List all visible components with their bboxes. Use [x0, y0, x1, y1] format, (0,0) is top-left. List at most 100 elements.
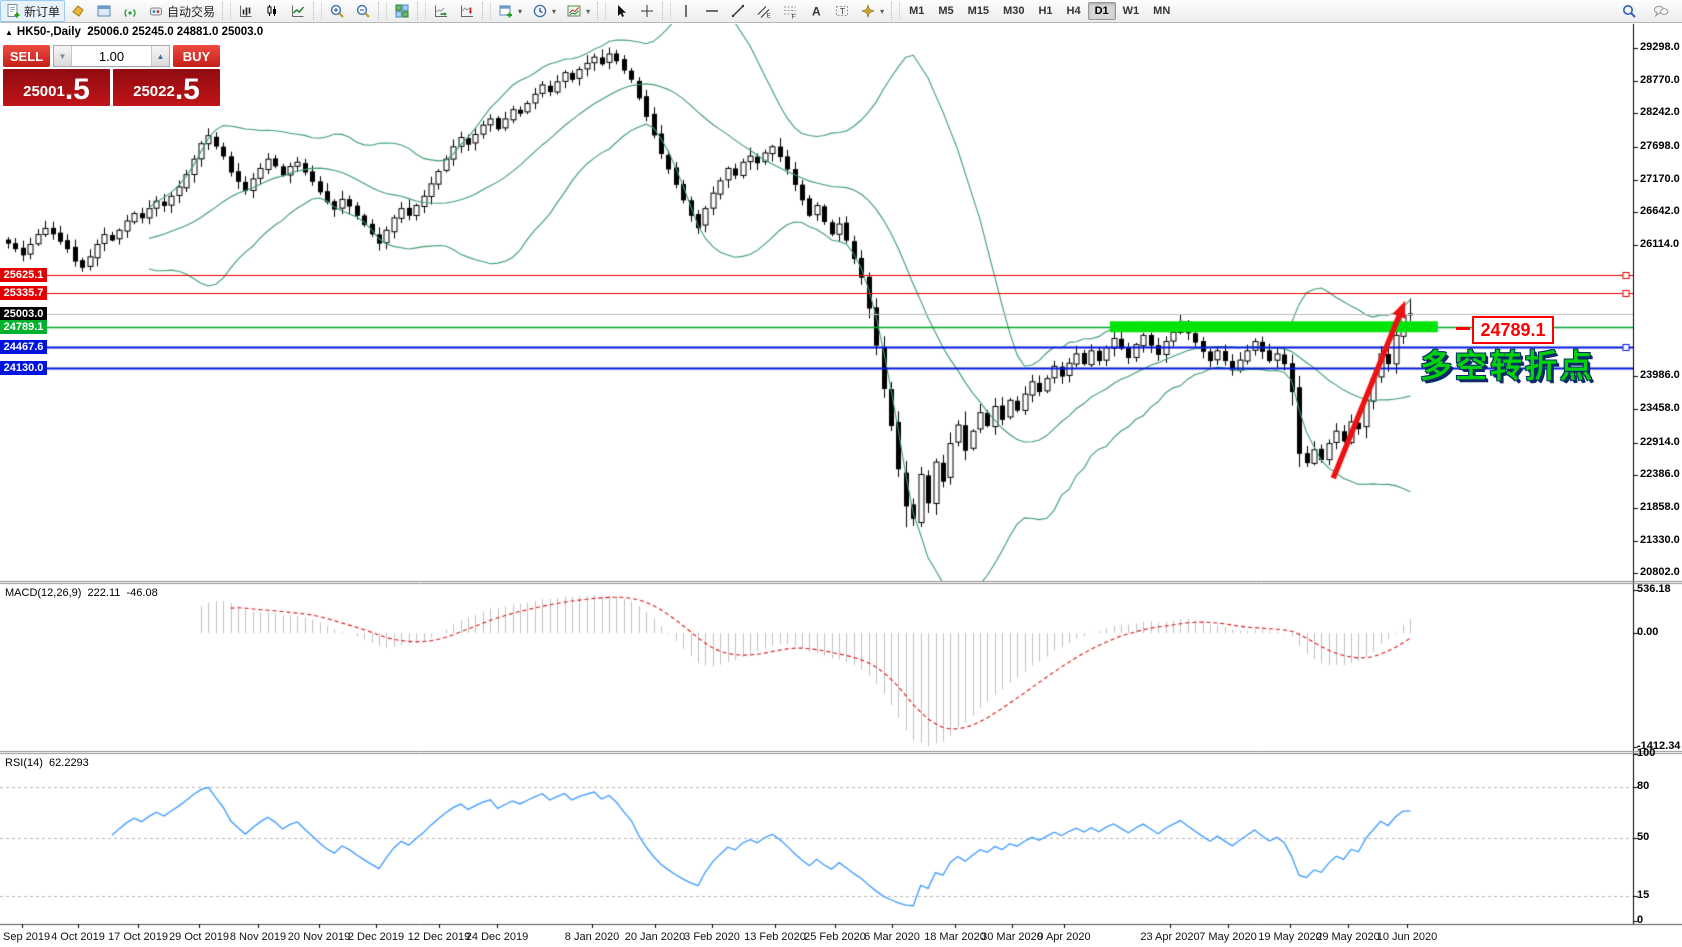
new-order-button[interactable]: 新订单 [0, 0, 66, 22]
sell-button[interactable]: SELL [3, 45, 50, 67]
time-axis-label: 29 May 2020 [1316, 931, 1380, 943]
fibonacci-button[interactable]: F [777, 0, 803, 22]
signals-button[interactable] [117, 0, 143, 22]
time-axis-label: 4 Oct 2019 [51, 931, 105, 943]
macd-signal-value: -46.08 [126, 587, 158, 599]
arrows-button[interactable]: ▾ [855, 0, 889, 22]
volume-increase-button[interactable]: ▲ [151, 46, 169, 66]
volume-decrease-button[interactable]: ▼ [54, 46, 72, 66]
autotrading-icon [150, 7, 163, 16]
templates-button[interactable]: ▾ [561, 0, 595, 22]
price-tick-label: 23458.0 [1640, 402, 1680, 415]
time-axis-label: 12 Dec 2019 [407, 931, 471, 943]
new-chart-button[interactable]: ▾ [493, 0, 527, 22]
volume-input[interactable]: 1.00 [98, 48, 125, 64]
volume-spinner: ▼ 1.00 ▲ [53, 45, 170, 67]
horizontal-line-icon [706, 10, 719, 12]
price-tick-label: 27170.0 [1640, 172, 1680, 185]
vertical-line-icon [685, 5, 687, 17]
price-tick-label: 28770.0 [1640, 73, 1680, 86]
chart-shift-button[interactable] [454, 0, 480, 22]
sell-price-dec: .5 [64, 73, 90, 106]
zoom-in-button[interactable] [324, 0, 350, 22]
autotrading-label: 自动交易 [167, 4, 216, 19]
time-axis-label: 18 Mar 2020 [924, 931, 986, 943]
time-axis-label: 10 Jun 2020 [1376, 931, 1438, 943]
timeframe-mn-button[interactable]: MN [1153, 5, 1171, 17]
market-watch-icon [97, 5, 111, 17]
periods-button[interactable]: ▾ [527, 0, 561, 22]
price-tick-label: 26114.0 [1640, 237, 1680, 250]
time-axis-label: 3 Sep 2019 [0, 931, 51, 943]
text-icon: A [812, 5, 821, 19]
zoom-in-icon [330, 4, 344, 18]
toolbar-separator [482, 2, 492, 20]
auto-scroll-button[interactable] [428, 0, 454, 22]
market-watch-button[interactable] [91, 0, 117, 22]
tile-windows-button[interactable] [389, 0, 415, 22]
cursor-button[interactable] [608, 0, 634, 22]
autotrading-button[interactable]: 自动交易 [143, 0, 220, 22]
buy-button[interactable]: BUY [173, 45, 220, 67]
toolbar-separator [313, 2, 323, 20]
toolbar-separator [417, 2, 427, 20]
chat-button[interactable] [1648, 0, 1674, 22]
timeframe-h1-button[interactable]: H1 [1038, 5, 1053, 17]
timeframe-d1-button[interactable]: D1 [1087, 2, 1116, 20]
zoom-out-icon [356, 4, 370, 18]
price-tick-label: 22386.0 [1640, 468, 1680, 481]
candle-chart-button[interactable] [259, 0, 285, 22]
price-tick-label: 23986.0 [1640, 369, 1680, 382]
horizontal-line-button[interactable] [699, 0, 725, 22]
level-label-connector [1456, 327, 1470, 330]
trendline-icon [731, 4, 745, 18]
reversal-point-annotation[interactable]: 多空转折点 [1420, 348, 1596, 384]
time-axis-label: 6 Mar 2020 [864, 931, 920, 943]
timeframe-h4-button[interactable]: H4 [1066, 5, 1081, 17]
chart-title: ▲ HK50-,Daily 25006.0 25245.0 24881.0 250… [5, 26, 263, 38]
rsi-tick-label: 50 [1637, 830, 1650, 843]
text-button[interactable]: A [803, 0, 829, 22]
price-tick-label: 22914.0 [1640, 435, 1680, 448]
search-button[interactable] [1616, 0, 1642, 22]
time-axis-label: 20 Nov 2019 [287, 931, 351, 943]
price-tick-label: 21858.0 [1640, 501, 1680, 513]
toolbar-separator [597, 2, 607, 20]
rsi-tick-label: 0 [1637, 914, 1644, 926]
chart-collapse-icon[interactable]: ▲ [5, 28, 13, 37]
rsi-tick-label: 100 [1637, 747, 1656, 759]
crosshair-button[interactable] [634, 0, 660, 22]
timeframe-m30-button[interactable]: M30 [1003, 5, 1025, 17]
timeframe-m1-button[interactable]: M1 [909, 5, 925, 17]
bar-chart-button[interactable] [233, 0, 259, 22]
time-axis-label: 25 Feb 2020 [804, 931, 866, 943]
level-price-label[interactable]: 24789.1 [1472, 316, 1554, 344]
ohlc-low: 24881.0 [176, 26, 219, 38]
equidistant-channel-button[interactable]: E [751, 0, 777, 22]
text-label-button[interactable]: T [829, 0, 855, 22]
timeframe-m5-button[interactable]: M5 [938, 5, 954, 17]
buy-price[interactable]: 25022.5 [113, 69, 220, 106]
new-order-icon [7, 4, 20, 18]
chart-symbol-period: HK50-,Daily [16, 26, 81, 38]
timeframe-w1-button[interactable]: W1 [1122, 5, 1140, 17]
price-tag: 25335.7 [0, 285, 47, 300]
zoom-out-button[interactable] [350, 0, 376, 22]
sell-price[interactable]: 25001.5 [3, 69, 110, 106]
ohlc-open: 25006.0 [87, 26, 129, 38]
macd-tick-label: 536.18 [1637, 582, 1671, 595]
chat-icon [1653, 5, 1669, 18]
toolbar-separator [378, 2, 388, 20]
vertical-line-button[interactable] [673, 0, 699, 22]
macd-tick-label: -1412.34 [1637, 740, 1681, 753]
time-axis-label: 9 Apr 2020 [1037, 931, 1091, 943]
timeframe-m15-button[interactable]: M15 [967, 5, 990, 17]
trendline-button[interactable] [725, 0, 751, 22]
favorites-button[interactable] [65, 0, 91, 22]
time-axis-label: 19 May 2020 [1258, 931, 1322, 943]
line-chart-button[interactable] [285, 0, 311, 22]
buy-price-int: 25022 [133, 83, 175, 100]
cursor-icon [618, 5, 627, 17]
